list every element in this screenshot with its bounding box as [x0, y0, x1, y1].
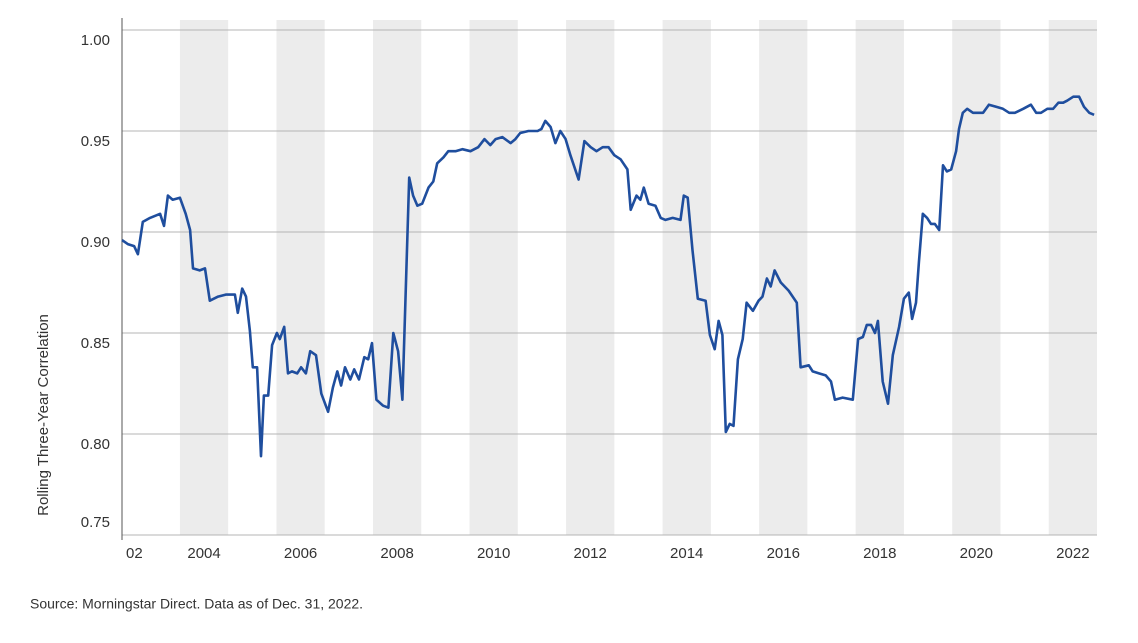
y-tick-label: 0.95	[81, 133, 110, 150]
year-band	[855, 20, 904, 535]
x-tick-label: 2018	[863, 545, 896, 562]
x-tick-label: 2010	[477, 545, 510, 562]
y-tick-label: 0.90	[81, 234, 110, 251]
y-tick-label: 1.00	[81, 32, 110, 49]
year-band	[372, 20, 422, 535]
year-band	[469, 20, 518, 535]
x-tick-label: 2012	[574, 545, 607, 562]
y-axis-label: Rolling Three-Year Correlation	[35, 314, 52, 516]
x-tick-label: 2014	[670, 545, 703, 562]
source-note: Source: Morningstar Direct. Data as of D…	[30, 596, 363, 612]
x-tick-label: 2004	[187, 545, 220, 562]
x-tick-label: 02	[126, 545, 143, 562]
y-tick-label: 0.85	[81, 335, 110, 352]
y-tick-label: 0.80	[81, 436, 110, 453]
x-tick-label: 2020	[960, 545, 993, 562]
x-tick-label: 2022	[1056, 545, 1089, 562]
x-tick-label: 2006	[284, 545, 317, 562]
x-tick-label: 2008	[380, 545, 413, 562]
year-band	[566, 20, 615, 535]
year-band	[276, 20, 325, 535]
year-band	[179, 20, 229, 535]
y-tick-label: 0.75	[81, 514, 110, 531]
x-tick-label: 2016	[767, 545, 800, 562]
year-band	[952, 20, 1001, 535]
year-band	[662, 20, 711, 535]
data-line	[121, 95, 1095, 458]
